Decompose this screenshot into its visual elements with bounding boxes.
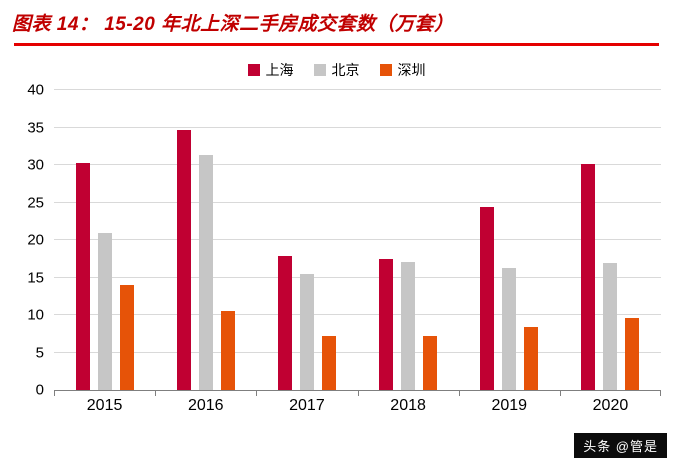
gridline [54, 201, 661, 203]
legend-swatch [247, 64, 260, 76]
bar-group-2020 [560, 90, 661, 390]
legend-item-北京: 北京 [313, 60, 360, 80]
bar-深圳-2016 [220, 311, 235, 390]
x-category-label: 2017 [289, 397, 325, 414]
bar-北京-2020 [603, 262, 618, 390]
bar-上海-2018 [379, 258, 394, 390]
bar-上海-2016 [176, 129, 191, 390]
gridline [54, 126, 661, 128]
bar-chart: 0 5 10 15 20 25 30 35 40 [12, 82, 661, 399]
x-tick [660, 390, 661, 396]
bar-北京-2016 [198, 154, 213, 390]
bar-深圳-2018 [423, 336, 438, 390]
x-category-label: 2018 [390, 397, 426, 414]
x-axis: 2015 2016 2017 2018 2019 2020 [54, 395, 661, 415]
bar-group-2015 [54, 90, 155, 390]
plot-area [54, 89, 661, 396]
x-category-label: 2015 [86, 397, 123, 414]
gridline [54, 239, 661, 240]
bar-北京-2018 [401, 261, 416, 390]
x-tick [458, 390, 460, 396]
y-tick-label: 35 [27, 119, 44, 136]
y-tick-label: 30 [27, 156, 44, 174]
watermark-badge: 头条 @管是 [574, 433, 667, 458]
gridline [54, 314, 661, 315]
bar-深圳-2019 [524, 327, 539, 390]
chart-title: 图表 14： 15-20 年北上深二手房成交套数（万套） [12, 14, 454, 35]
x-category-label: 2016 [187, 397, 224, 414]
bar-上海-2017 [277, 255, 292, 390]
bar-group-2018 [358, 90, 459, 390]
bar-深圳-2020 [625, 318, 640, 390]
legend-item-深圳: 深圳 [379, 60, 426, 80]
bar-group-2016 [155, 90, 256, 390]
x-tick [155, 390, 157, 396]
legend-swatch [313, 64, 326, 76]
gridline [54, 276, 661, 278]
legend-label: 上海 [265, 62, 294, 78]
bar-深圳-2017 [321, 336, 336, 390]
y-tick-label: 5 [35, 344, 44, 361]
gridline [54, 351, 661, 353]
bar-北京-2019 [502, 267, 517, 390]
y-tick-label: 10 [27, 306, 44, 324]
y-tick-label: 40 [27, 81, 44, 99]
legend-label: 北京 [331, 62, 360, 78]
legend: 上海 北京 深圳 [0, 62, 673, 78]
chart-header: 图表 14： 15-20 年北上深二手房成交套数（万套） [0, 0, 673, 46]
y-tick-label: 25 [27, 194, 44, 211]
x-category-label: 2019 [491, 397, 528, 414]
gridline [54, 89, 661, 90]
x-tick [54, 390, 55, 396]
bar-group-2019 [459, 90, 560, 390]
x-tick [256, 390, 258, 396]
bar-上海-2020 [581, 164, 596, 390]
y-axis: 0 5 10 15 20 25 30 35 40 [12, 82, 54, 399]
bar-深圳-2015 [119, 285, 134, 390]
bar-北京-2017 [299, 273, 314, 390]
bar-北京-2015 [97, 232, 112, 390]
y-tick-label: 20 [27, 231, 44, 249]
x-category-label: 2020 [592, 397, 629, 414]
bar-groups [54, 90, 661, 390]
bar-上海-2015 [75, 162, 90, 390]
x-tick [357, 390, 359, 396]
y-tick-label: 0 [35, 381, 44, 399]
legend-swatch [379, 64, 392, 76]
legend-item-上海: 上海 [247, 60, 294, 80]
gridline [54, 164, 661, 165]
bar-group-2017 [256, 90, 357, 390]
title-underline [14, 43, 659, 46]
legend-label: 深圳 [397, 62, 426, 78]
x-tick [559, 390, 561, 396]
bar-上海-2019 [480, 207, 495, 390]
y-tick-label: 15 [27, 269, 44, 286]
